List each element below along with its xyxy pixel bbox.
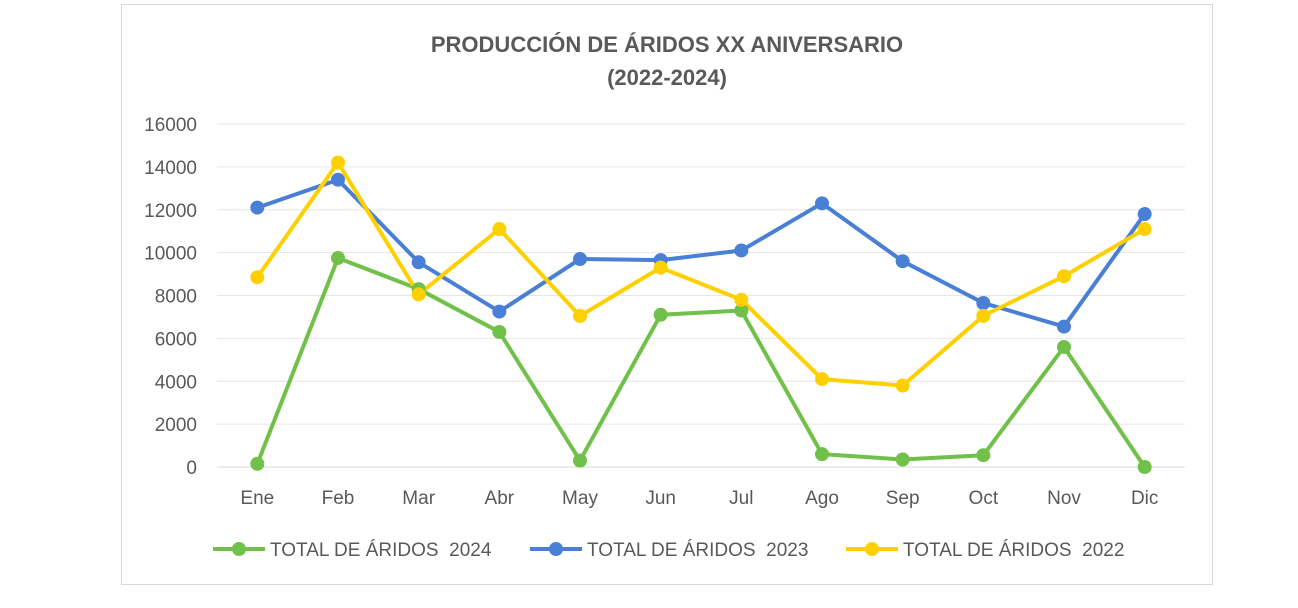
data-point (573, 453, 587, 468)
y-tick-label: 6000 (155, 329, 197, 350)
data-point (492, 304, 507, 319)
y-tick-label: 2000 (155, 415, 197, 436)
series-points (250, 155, 1152, 474)
data-point (815, 372, 829, 387)
legend-label: TOTAL DE ÁRIDOS 2022 (903, 540, 1124, 561)
chart-title-block: PRODUCCIÓN DE ÁRIDOS XX ANIVERSARIO (202… (121, 28, 1213, 94)
legend-label: TOTAL DE ÁRIDOS 2023 (587, 540, 808, 561)
series-lines (255, 160, 1147, 469)
data-point (976, 296, 991, 311)
data-point (734, 292, 749, 307)
data-point (815, 447, 829, 462)
y-tick-label: 0 (186, 458, 197, 479)
x-tick-label: Abr (485, 488, 515, 509)
data-point (1057, 269, 1071, 284)
data-point (653, 260, 668, 275)
data-point (653, 307, 668, 322)
data-point (1057, 319, 1071, 334)
x-tick-label: Jun (645, 488, 676, 509)
data-point (895, 452, 910, 467)
data-point (573, 308, 587, 323)
legend-swatch-marker (865, 542, 879, 556)
y-axis-ticks: 0 2000 4000 6000 8000 10000 12000 14000 16000 (144, 115, 197, 479)
y-tick-label: 14000 (144, 158, 197, 179)
x-tick-label: Feb (322, 488, 355, 509)
data-point (331, 172, 345, 187)
series-line-1 (255, 177, 1147, 329)
legend-swatch-marker (549, 542, 563, 556)
data-point (734, 243, 749, 258)
x-tick-label: Jul (729, 488, 753, 509)
y-tick-label: 8000 (155, 287, 197, 308)
data-point (411, 255, 426, 270)
gridlines (217, 123, 1185, 468)
data-point (1137, 460, 1152, 474)
data-point (331, 250, 345, 265)
x-tick-label: Ago (805, 488, 839, 509)
legend: TOTAL DE ÁRIDOS 2024 TOTAL DE ÁRIDOS 2023… (213, 540, 1124, 561)
y-tick-label: 16000 (144, 115, 197, 136)
x-tick-label: Mar (402, 488, 435, 509)
data-point (815, 196, 829, 211)
chart-title: PRODUCCIÓN DE ÁRIDOS XX ANIVERSARIO (430, 32, 904, 57)
x-tick-label: Nov (1047, 488, 1081, 509)
data-point (1137, 207, 1152, 222)
y-tick-label: 4000 (155, 372, 197, 393)
data-point (492, 222, 507, 237)
data-point (1137, 222, 1152, 237)
y-tick-label: 10000 (144, 244, 197, 265)
data-point (250, 456, 265, 471)
data-point (895, 378, 910, 393)
data-point (734, 303, 749, 318)
data-point (1057, 339, 1071, 354)
data-point (573, 252, 587, 267)
data-point (331, 155, 345, 170)
x-tick-label: Dic (1131, 488, 1158, 509)
x-axis-ticks: Ene Feb Mar Abr May Jun Jul Ago Sep Oct Nov Dic (240, 488, 1158, 509)
data-point (976, 448, 991, 463)
legend-swatch-marker (232, 542, 246, 556)
x-tick-label: Oct (969, 488, 999, 509)
series-line-0 (255, 255, 1147, 469)
legend-label: TOTAL DE ÁRIDOS 2024 (270, 540, 492, 561)
chart-subtitle: (2022-2024) (607, 65, 727, 90)
data-point (250, 270, 265, 285)
data-point (895, 254, 910, 269)
series-line-2 (255, 160, 1147, 388)
data-point (411, 287, 426, 302)
x-tick-label: Ene (240, 488, 274, 509)
x-tick-label: Sep (886, 488, 920, 509)
x-tick-label: May (562, 488, 598, 509)
data-point (492, 324, 507, 339)
data-point (976, 308, 991, 323)
data-point (250, 200, 265, 215)
y-tick-label: 12000 (144, 201, 197, 222)
